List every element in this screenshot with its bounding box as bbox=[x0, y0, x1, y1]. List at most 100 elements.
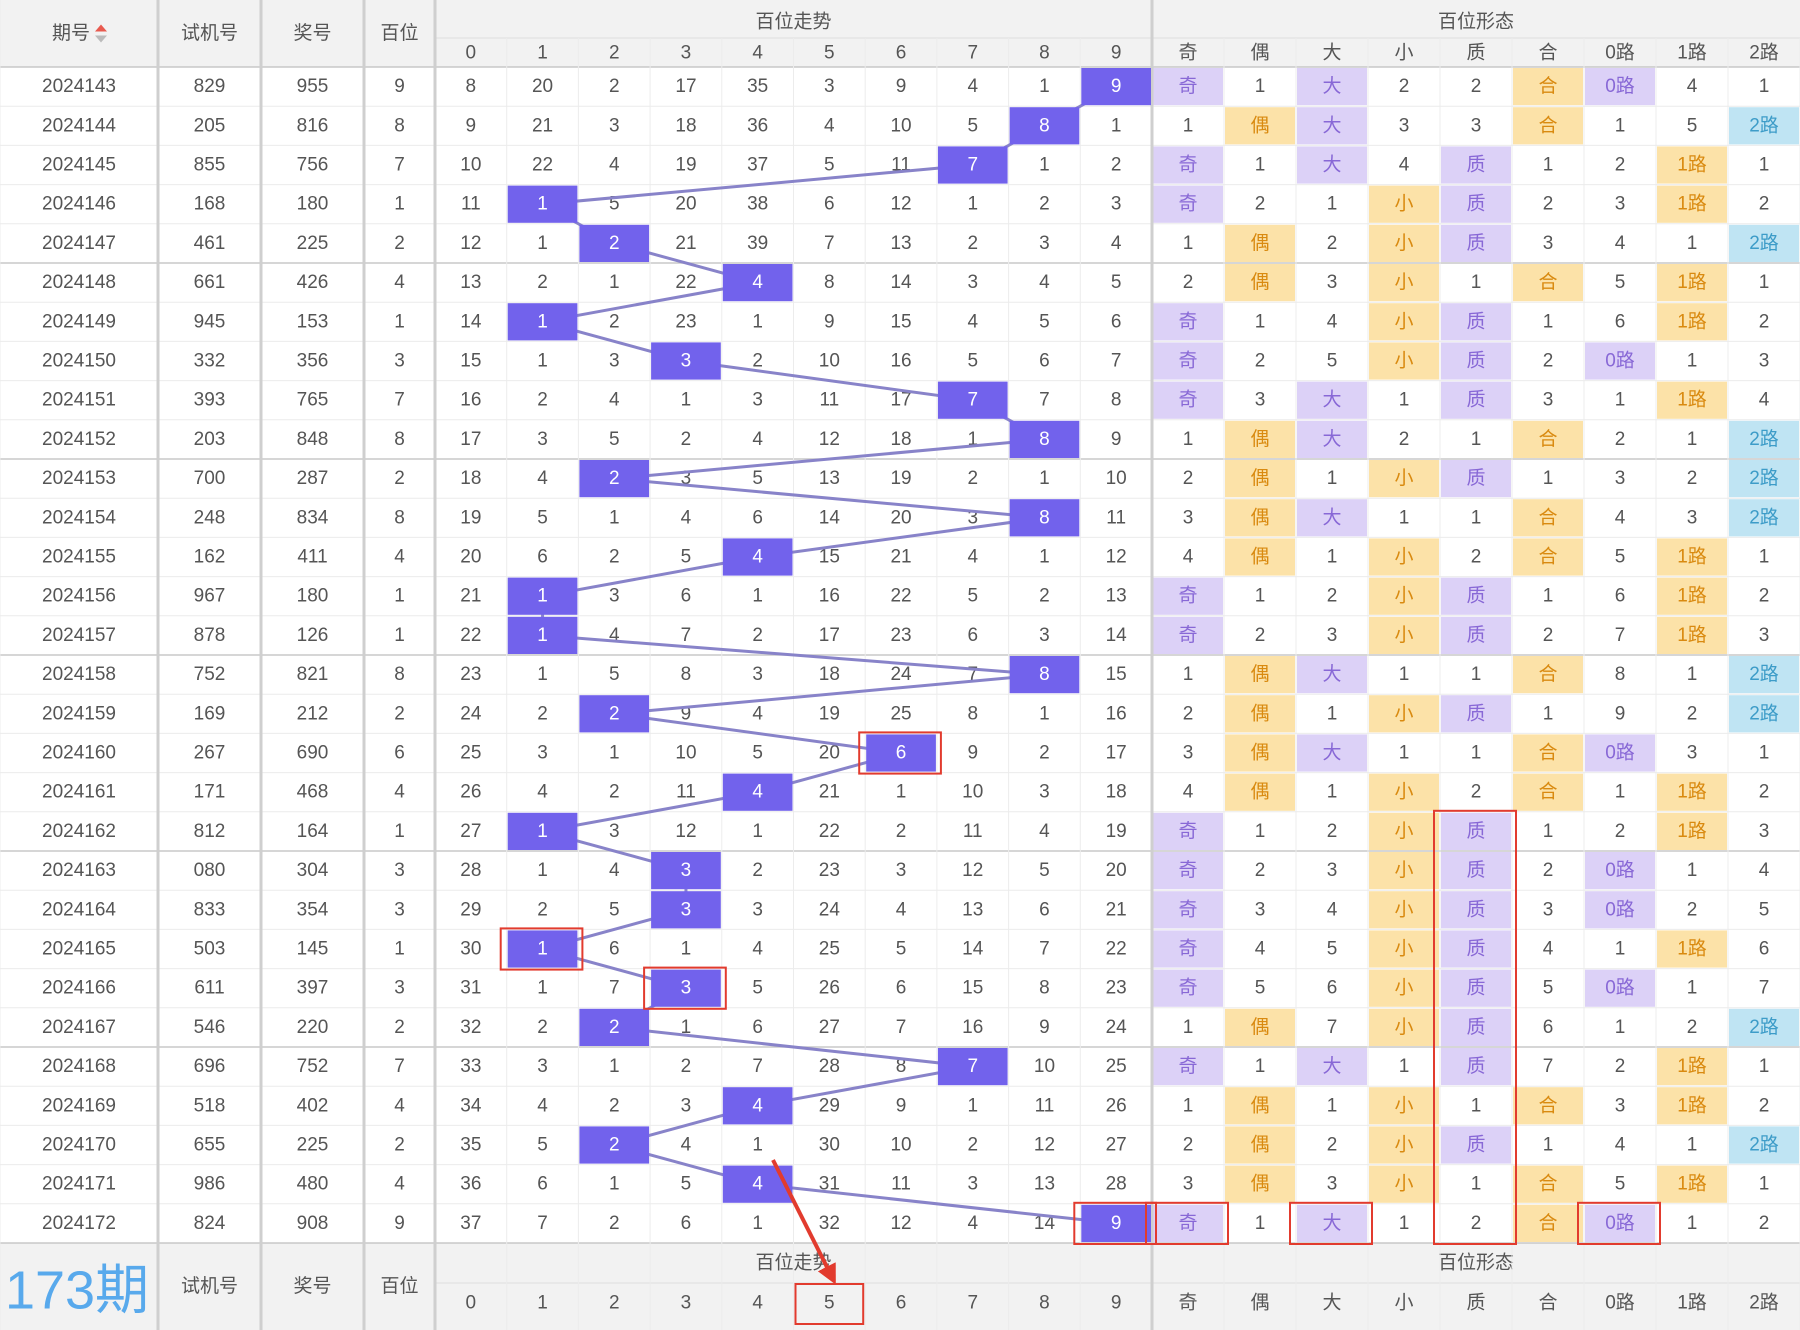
form-cell: 2 bbox=[1687, 468, 1698, 489]
form-highlight bbox=[1513, 107, 1583, 145]
form-cell: 质 bbox=[1466, 938, 1485, 960]
info-cell: 356 bbox=[297, 351, 329, 372]
info-cell: 855 bbox=[194, 155, 226, 176]
form-cell: 1 bbox=[1255, 1056, 1266, 1077]
form-cell: 奇 bbox=[1178, 820, 1197, 842]
trend-miss: 2 bbox=[609, 782, 620, 803]
form-cell: 大 bbox=[1322, 506, 1341, 528]
form-cell: 1路 bbox=[1677, 585, 1707, 607]
form-cell: 3 bbox=[1543, 390, 1554, 411]
form-cell: 质 bbox=[1466, 389, 1485, 411]
info-cell: 1 bbox=[394, 939, 405, 960]
form-cell: 1路 bbox=[1677, 389, 1707, 411]
form-cell: 4 bbox=[1327, 899, 1338, 920]
info-cell: 3 bbox=[394, 860, 405, 881]
form-highlight bbox=[1513, 656, 1583, 694]
trend-miss: 2 bbox=[681, 429, 692, 450]
form-cell: 0路 bbox=[1605, 1212, 1635, 1234]
info-cell: 153 bbox=[297, 311, 329, 332]
form-cell: 3 bbox=[1615, 468, 1626, 489]
form-cell: 偶 bbox=[1250, 1134, 1269, 1156]
form-cell: 1 bbox=[1183, 429, 1194, 450]
trend-miss: 2 bbox=[1039, 194, 1050, 215]
form-cell: 3 bbox=[1399, 115, 1410, 136]
form-cell: 质 bbox=[1466, 232, 1485, 254]
form-cell: 2 bbox=[1759, 782, 1770, 803]
form-cell: 1路 bbox=[1677, 1173, 1707, 1195]
info-cell: 2024152 bbox=[42, 429, 116, 450]
trend-miss: 5 bbox=[752, 468, 763, 489]
info-cell: 2 bbox=[394, 1017, 405, 1038]
form-highlight bbox=[1729, 107, 1799, 145]
trend-miss: 14 bbox=[962, 939, 984, 960]
info-cell: 2024155 bbox=[42, 547, 116, 568]
form-cell: 1路 bbox=[1677, 938, 1707, 960]
trend-miss: 20 bbox=[460, 547, 481, 568]
trend-hit bbox=[1081, 1204, 1151, 1242]
trend-miss: 25 bbox=[460, 743, 481, 764]
form-cell: 4 bbox=[1759, 860, 1770, 881]
trend-hit-label: 2 bbox=[609, 1017, 620, 1038]
trend-miss: 11 bbox=[1035, 1095, 1055, 1116]
form-highlight bbox=[1369, 1087, 1439, 1125]
form-cell: 1 bbox=[1471, 507, 1482, 528]
trend-hit bbox=[579, 460, 650, 498]
trend-miss: 2 bbox=[967, 1135, 978, 1156]
form-cell: 偶 bbox=[1250, 742, 1269, 764]
trend-miss: 6 bbox=[896, 978, 907, 999]
form-cell: 3 bbox=[1759, 821, 1770, 842]
trend-hit-label: 1 bbox=[537, 625, 548, 646]
trend-miss: 23 bbox=[460, 664, 481, 685]
form-highlight bbox=[1153, 146, 1223, 184]
form-cell: 奇 bbox=[1178, 859, 1197, 881]
form-highlight bbox=[1369, 185, 1439, 223]
trend-miss: 13 bbox=[819, 468, 840, 489]
form-highlight bbox=[1153, 303, 1223, 341]
info-cell: 402 bbox=[297, 1095, 329, 1116]
trend-miss: 1 bbox=[896, 782, 907, 803]
trend-miss: 16 bbox=[962, 1017, 983, 1038]
form-cell: 3 bbox=[1687, 743, 1698, 764]
form-cell: 4 bbox=[1399, 155, 1410, 176]
form-cell: 1 bbox=[1759, 1174, 1770, 1195]
trend-miss: 16 bbox=[819, 586, 840, 607]
info-cell: 426 bbox=[297, 272, 329, 293]
form-highlight bbox=[1153, 852, 1223, 890]
trend-miss: 5 bbox=[752, 978, 763, 999]
header-bg bbox=[0, 0, 1800, 67]
trend-miss: 8 bbox=[896, 1056, 907, 1077]
form-cell: 大 bbox=[1322, 742, 1341, 764]
form-cell: 偶 bbox=[1250, 232, 1269, 254]
form-cell: 1 bbox=[1759, 272, 1770, 293]
trend-miss: 37 bbox=[460, 1213, 481, 1234]
info-cell: 1 bbox=[394, 311, 405, 332]
trend-miss: 19 bbox=[675, 155, 696, 176]
form-cell: 1 bbox=[1327, 547, 1338, 568]
group-header: 百位形态 bbox=[1438, 1252, 1514, 1274]
form-cell: 1 bbox=[1327, 194, 1338, 215]
trend-miss: 11 bbox=[819, 390, 839, 411]
info-cell: 6 bbox=[394, 743, 405, 764]
footer-bg bbox=[0, 1243, 1800, 1330]
trend-miss: 3 bbox=[967, 507, 978, 528]
form-highlight bbox=[1441, 224, 1511, 262]
trend-miss: 24 bbox=[460, 703, 482, 724]
form-cell: 2 bbox=[1183, 1135, 1194, 1156]
trend-hit bbox=[1009, 499, 1080, 537]
info-cell: 655 bbox=[194, 1135, 226, 1156]
form-cell: 奇 bbox=[1178, 389, 1197, 411]
trend-miss: 1 bbox=[609, 1174, 620, 1195]
form-cell: 4 bbox=[1183, 782, 1194, 803]
form-cell: 偶 bbox=[1250, 271, 1269, 293]
trend-miss: 4 bbox=[752, 703, 763, 724]
trend-miss: 5 bbox=[681, 547, 692, 568]
trend-miss: 4 bbox=[752, 939, 763, 960]
trend-miss: 7 bbox=[896, 1017, 907, 1038]
form-cell: 3 bbox=[1327, 1174, 1338, 1195]
form-cell: 2 bbox=[1543, 860, 1554, 881]
group-header: 百位走势 bbox=[755, 11, 831, 33]
trend-miss: 18 bbox=[890, 429, 911, 450]
form-cell: 合 bbox=[1538, 1094, 1557, 1116]
trend-miss: 6 bbox=[752, 507, 763, 528]
form-cell: 0路 bbox=[1605, 350, 1635, 372]
